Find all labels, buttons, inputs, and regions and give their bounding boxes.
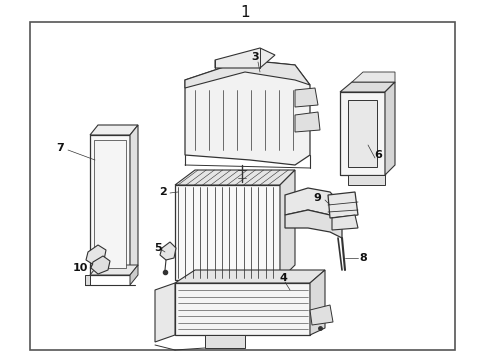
Polygon shape <box>85 275 90 285</box>
Text: 6: 6 <box>374 150 382 160</box>
Polygon shape <box>175 270 325 283</box>
Text: 9: 9 <box>313 193 321 203</box>
Text: 4: 4 <box>279 273 287 283</box>
Polygon shape <box>340 82 395 92</box>
Polygon shape <box>185 60 310 88</box>
Polygon shape <box>160 242 176 260</box>
Polygon shape <box>295 88 318 107</box>
Text: 3: 3 <box>251 52 259 62</box>
Polygon shape <box>91 256 110 274</box>
Polygon shape <box>295 112 320 132</box>
Polygon shape <box>205 335 245 348</box>
Polygon shape <box>348 100 377 167</box>
Polygon shape <box>328 192 358 218</box>
Polygon shape <box>385 82 395 175</box>
Polygon shape <box>332 215 358 230</box>
Text: 10: 10 <box>73 263 88 273</box>
Polygon shape <box>348 175 385 185</box>
Polygon shape <box>310 270 325 335</box>
Polygon shape <box>130 125 138 275</box>
Text: 8: 8 <box>359 253 367 263</box>
Polygon shape <box>352 72 395 82</box>
Polygon shape <box>175 185 280 280</box>
Polygon shape <box>86 245 106 265</box>
Polygon shape <box>285 188 342 220</box>
Polygon shape <box>175 283 310 335</box>
Polygon shape <box>130 265 138 285</box>
Bar <box>94 140 126 268</box>
Polygon shape <box>340 92 385 175</box>
Text: 2: 2 <box>159 187 167 197</box>
Polygon shape <box>90 265 138 275</box>
Polygon shape <box>215 48 275 68</box>
Polygon shape <box>155 283 175 342</box>
Polygon shape <box>90 135 130 275</box>
Text: 1: 1 <box>240 5 250 19</box>
Text: 5: 5 <box>154 243 162 253</box>
Polygon shape <box>280 170 295 280</box>
Bar <box>30 22 455 350</box>
Polygon shape <box>175 170 295 185</box>
Polygon shape <box>310 305 333 325</box>
Polygon shape <box>285 210 342 238</box>
Polygon shape <box>90 125 138 135</box>
Polygon shape <box>185 60 310 165</box>
Text: 7: 7 <box>56 143 64 153</box>
